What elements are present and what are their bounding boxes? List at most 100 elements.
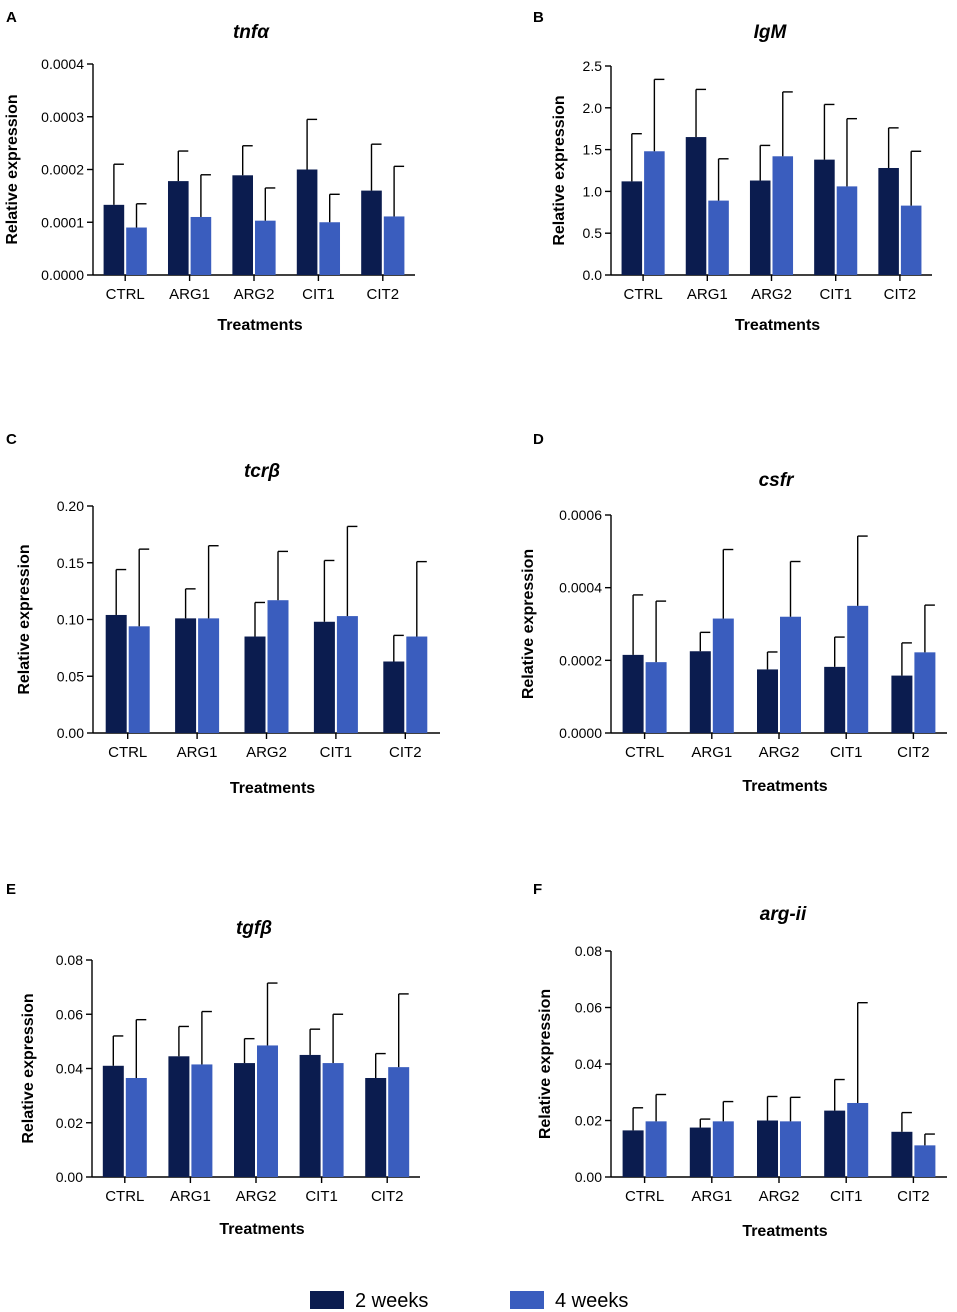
bar-2weeks-cit1	[296, 169, 318, 275]
legend-swatch-4weeks	[510, 1291, 544, 1309]
bar-4weeks-ctrl	[125, 1077, 147, 1177]
bar-4weeks-arg1	[712, 618, 734, 733]
panel-letter: B	[533, 9, 544, 26]
chart-title: tcrβ	[244, 461, 280, 482]
bar-4weeks-ctrl	[126, 227, 147, 275]
bar-4weeks-arg2	[772, 156, 794, 275]
y-tick-label: 2.0	[583, 100, 603, 116]
legend-label-2weeks: 2 weeks	[355, 1290, 428, 1312]
chart-title: IgM	[754, 22, 788, 43]
bar-2weeks-ctrl	[103, 204, 125, 275]
y-tick-label: 0.02	[56, 1115, 83, 1131]
x-tick-label: CTRL	[106, 286, 145, 303]
bar-4weeks-arg1	[191, 1064, 213, 1177]
x-tick-label: ARG1	[691, 1188, 732, 1205]
bar-4weeks-arg2	[780, 1121, 801, 1177]
chart-title: tgfβ	[236, 918, 272, 939]
bar-2weeks-arg2	[757, 669, 778, 733]
y-tick-label: 0.0000	[41, 267, 84, 283]
bar-4weeks-cit1	[336, 616, 358, 733]
y-tick-label: 2.5	[583, 58, 603, 74]
bar-2weeks-cit1	[299, 1054, 321, 1177]
bar-2weeks-cit1	[313, 621, 335, 733]
x-tick-label: CIT2	[371, 1188, 404, 1205]
x-tick-label: ARG2	[234, 286, 275, 303]
bar-4weeks-ctrl	[645, 662, 667, 733]
x-axis-label: Treatments	[230, 780, 315, 797]
bar-2weeks-cit2	[383, 661, 405, 733]
y-tick-label: 1.5	[583, 142, 603, 158]
bar-2weeks-arg1	[175, 618, 197, 733]
y-tick-label: 0.10	[57, 612, 84, 628]
x-axis-label: Treatments	[742, 1223, 827, 1240]
y-tick-label: 0.08	[575, 943, 602, 959]
x-axis-label: Treatments	[217, 317, 302, 334]
panel-letter: D	[533, 431, 544, 448]
x-tick-label: CIT2	[367, 286, 400, 303]
y-tick-label: 0.0002	[41, 162, 84, 178]
x-tick-label: CTRL	[624, 286, 663, 303]
bar-2weeks-cit2	[361, 190, 382, 275]
bar-2weeks-cit1	[814, 159, 835, 275]
bar-2weeks-cit1	[824, 1110, 846, 1177]
y-axis-label: Relative expression	[520, 549, 537, 699]
bar-4weeks-arg2	[267, 600, 289, 733]
bar-2weeks-arg2	[244, 636, 266, 733]
y-axis-label: Relative expression	[537, 989, 554, 1139]
bar-4weeks-cit2	[900, 205, 922, 275]
bar-2weeks-cit2	[891, 1131, 913, 1177]
x-tick-label: CIT1	[320, 744, 353, 761]
y-tick-label: 1.0	[583, 183, 603, 199]
legend: 2 weeks 4 weeks	[310, 1290, 628, 1312]
bar-4weeks-cit2	[383, 216, 405, 275]
bar-4weeks-cit1	[836, 186, 858, 275]
chart-panel-b: B IgM 0.0 0.5 1.0 1.5 2.0 2.5 CTRL ARG1 ARG2 CIT1 CI…	[533, 9, 932, 334]
bar-4weeks-arg1	[198, 618, 220, 733]
y-tick-label: 0.06	[56, 1006, 83, 1022]
x-tick-label: CTRL	[108, 744, 147, 761]
bar-2weeks-arg2	[232, 175, 253, 275]
x-tick-label: ARG1	[691, 744, 732, 761]
bar-2weeks-arg1	[685, 137, 707, 275]
x-tick-label: CIT1	[830, 1188, 863, 1205]
bar-4weeks-cit2	[406, 636, 428, 733]
bar-4weeks-cit1	[847, 605, 869, 733]
y-tick-label: 0.0004	[41, 56, 84, 72]
bar-2weeks-ctrl	[621, 181, 643, 275]
panel-letter: A	[6, 9, 17, 26]
bar-2weeks-arg1	[168, 1056, 190, 1177]
y-tick-label: 0.0	[583, 267, 603, 283]
x-tick-label: CTRL	[105, 1188, 144, 1205]
x-tick-label: ARG1	[687, 286, 728, 303]
x-tick-label: ARG1	[170, 1188, 211, 1205]
y-tick-label: 0.0002	[559, 652, 602, 668]
bar-2weeks-ctrl	[622, 654, 644, 733]
x-tick-label: CIT1	[302, 286, 335, 303]
x-tick-label: CIT2	[897, 1188, 930, 1205]
chart-title: csfr	[759, 470, 795, 491]
panel-letter: C	[6, 431, 17, 448]
y-axis-label: Relative expression	[551, 95, 568, 245]
y-tick-label: 0.08	[56, 952, 83, 968]
bar-4weeks-arg2	[780, 616, 801, 733]
x-axis-label: Treatments	[735, 317, 820, 334]
bar-2weeks-ctrl	[622, 1130, 644, 1177]
bar-4weeks-ctrl	[645, 1121, 667, 1177]
bar-2weeks-arg2	[757, 1120, 778, 1177]
bar-4weeks-arg1	[708, 200, 729, 275]
y-tick-label: 0.15	[57, 555, 84, 571]
bar-4weeks-cit1	[319, 222, 341, 275]
bar-4weeks-cit1	[322, 1063, 344, 1177]
bar-2weeks-ctrl	[102, 1065, 124, 1177]
bar-4weeks-arg2	[255, 220, 276, 275]
y-axis-label: Relative expression	[16, 544, 33, 694]
y-tick-label: 0.02	[575, 1113, 602, 1129]
y-tick-label: 0.06	[575, 1000, 602, 1016]
x-tick-label: CIT2	[389, 744, 422, 761]
x-tick-label: CIT1	[819, 286, 852, 303]
bar-2weeks-arg1	[167, 181, 189, 275]
